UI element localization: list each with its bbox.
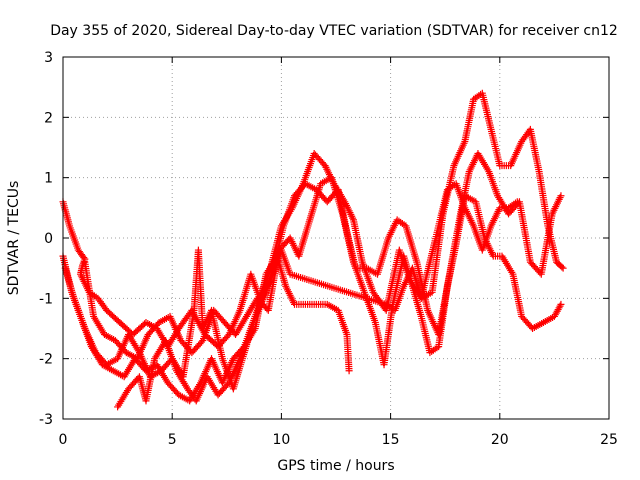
x-tick-label: 5 bbox=[168, 432, 177, 448]
data-point bbox=[556, 302, 564, 310]
y-tick-label: 1 bbox=[44, 171, 53, 187]
chart-title: Day 355 of 2020, Sidereal Day-to-day VTE… bbox=[50, 23, 618, 39]
y-axis-label: SDTVAR / TECUs bbox=[6, 181, 22, 296]
data-point bbox=[197, 338, 205, 346]
series-track-4 bbox=[81, 174, 565, 369]
data-point bbox=[345, 367, 353, 375]
x-tick-label: 15 bbox=[382, 432, 400, 448]
y-tick-label: -2 bbox=[39, 352, 53, 368]
x-axis-label: GPS time / hours bbox=[277, 458, 394, 474]
y-tick-label: -1 bbox=[39, 291, 53, 307]
y-tick-label: 0 bbox=[44, 231, 53, 247]
x-tick-label: 20 bbox=[491, 432, 509, 448]
data-point bbox=[557, 192, 565, 200]
y-tick-label: -3 bbox=[39, 412, 53, 428]
data-series bbox=[59, 89, 567, 411]
data-point bbox=[557, 300, 565, 308]
x-tick-label: 0 bbox=[59, 432, 68, 448]
series-track-5 bbox=[114, 180, 521, 411]
y-tick-label: 3 bbox=[44, 50, 53, 66]
x-tick-label: 10 bbox=[272, 432, 290, 448]
data-point bbox=[513, 198, 521, 206]
y-tick-label: 2 bbox=[44, 110, 53, 126]
y-tick-labels: -3 -2 -1 0 1 2 3 bbox=[39, 50, 53, 428]
data-point bbox=[558, 263, 566, 271]
x-tick-label: 25 bbox=[600, 432, 618, 448]
axis-ticks bbox=[62, 56, 610, 420]
x-tick-labels: 0 5 10 15 20 25 bbox=[59, 432, 618, 448]
data-point bbox=[559, 264, 567, 272]
